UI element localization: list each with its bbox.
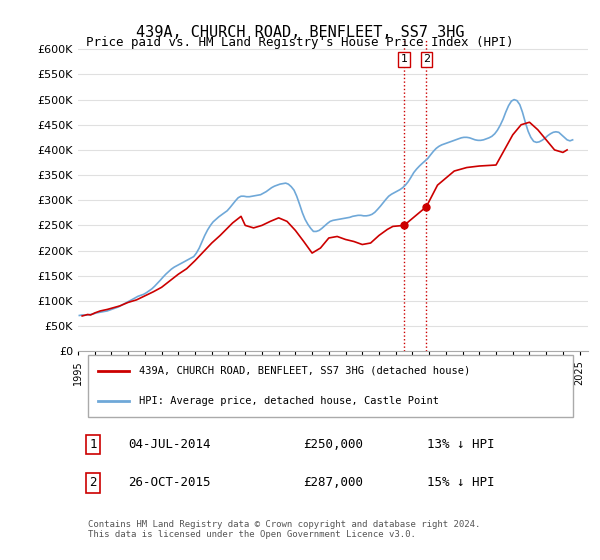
Text: £250,000: £250,000 [303, 438, 363, 451]
Text: 1: 1 [401, 54, 407, 64]
Text: 04-JUL-2014: 04-JUL-2014 [128, 438, 211, 451]
Text: 13% ↓ HPI: 13% ↓ HPI [427, 438, 494, 451]
Text: 2: 2 [89, 477, 97, 489]
Text: £287,000: £287,000 [303, 477, 363, 489]
Text: 2: 2 [423, 54, 430, 64]
Text: 26-OCT-2015: 26-OCT-2015 [128, 477, 211, 489]
Text: HPI: Average price, detached house, Castle Point: HPI: Average price, detached house, Cast… [139, 396, 439, 406]
Text: Contains HM Land Registry data © Crown copyright and database right 2024.
This d: Contains HM Land Registry data © Crown c… [88, 520, 481, 539]
Text: 1: 1 [89, 438, 97, 451]
Text: Price paid vs. HM Land Registry's House Price Index (HPI): Price paid vs. HM Land Registry's House … [86, 36, 514, 49]
Text: 439A, CHURCH ROAD, BENFLEET, SS7 3HG (detached house): 439A, CHURCH ROAD, BENFLEET, SS7 3HG (de… [139, 366, 470, 376]
Text: 439A, CHURCH ROAD, BENFLEET, SS7 3HG: 439A, CHURCH ROAD, BENFLEET, SS7 3HG [136, 25, 464, 40]
FancyBboxPatch shape [88, 354, 573, 417]
Text: 15% ↓ HPI: 15% ↓ HPI [427, 477, 494, 489]
